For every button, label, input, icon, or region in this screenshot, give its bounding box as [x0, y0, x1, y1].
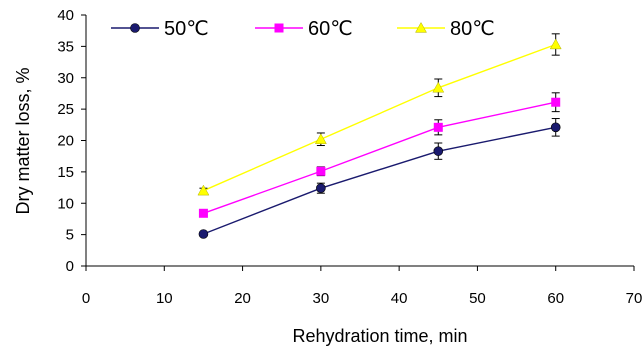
legend-entry: 50℃ [111, 18, 209, 40]
legend-marker [274, 23, 284, 33]
y-tick-label: 0 [66, 258, 74, 275]
y-tick-label: 35 [57, 38, 74, 55]
y-tick-label: 20 [57, 133, 74, 150]
legend-entry: 80℃ [397, 18, 495, 40]
data-point [314, 133, 327, 144]
series-line [203, 101, 556, 214]
data-point [549, 38, 562, 50]
y-tick-label: 15 [57, 164, 74, 181]
data-point [197, 184, 210, 196]
data-point [433, 146, 444, 156]
data-point [316, 166, 326, 176]
series-1 [198, 118, 561, 239]
x-tick-label: 50 [469, 290, 486, 307]
axes [85, 15, 634, 267]
data-point [316, 183, 326, 193]
legend-marker [130, 23, 140, 33]
legend: 50℃ 60℃ 80℃ [111, 18, 495, 40]
data-point [551, 97, 561, 107]
series-layer [197, 33, 562, 239]
y-axis-label: Dry matter loss, % [13, 67, 33, 214]
y-tick-label: 30 [57, 70, 74, 87]
y-tick-label: 5 [66, 227, 74, 244]
data-point [550, 122, 561, 133]
data-point [432, 81, 445, 93]
y-tick-label: 40 [57, 7, 74, 24]
y-tick-label: 25 [57, 101, 74, 118]
data-point [198, 208, 208, 218]
series-3 [197, 33, 562, 196]
legend-label: 80℃ [450, 18, 495, 40]
series-line [203, 43, 556, 192]
x-tick-label: 30 [313, 290, 330, 307]
data-point [198, 229, 209, 239]
legend-label: 50℃ [164, 18, 209, 40]
y-axis-ticks: 0 5 10 15 20 25 30 35 40 [57, 7, 86, 275]
x-tick-label: 0 [82, 290, 90, 307]
x-axis-label: Rehydration time, min [292, 326, 467, 346]
x-tick-label: 20 [234, 290, 251, 307]
data-point [433, 122, 443, 132]
legend-entry: 60℃ [255, 18, 353, 40]
series-line [203, 126, 556, 235]
x-tick-label: 40 [391, 290, 408, 307]
x-axis-ticks: 0 10 20 30 40 50 60 70 [82, 266, 643, 307]
x-tick-label: 10 [156, 290, 173, 307]
y-tick-label: 10 [57, 195, 74, 212]
legend-label: 60℃ [308, 18, 353, 40]
x-tick-label: 60 [547, 290, 564, 307]
legend-marker [415, 21, 427, 33]
series-2 [198, 92, 561, 218]
x-tick-label: 70 [626, 290, 643, 307]
